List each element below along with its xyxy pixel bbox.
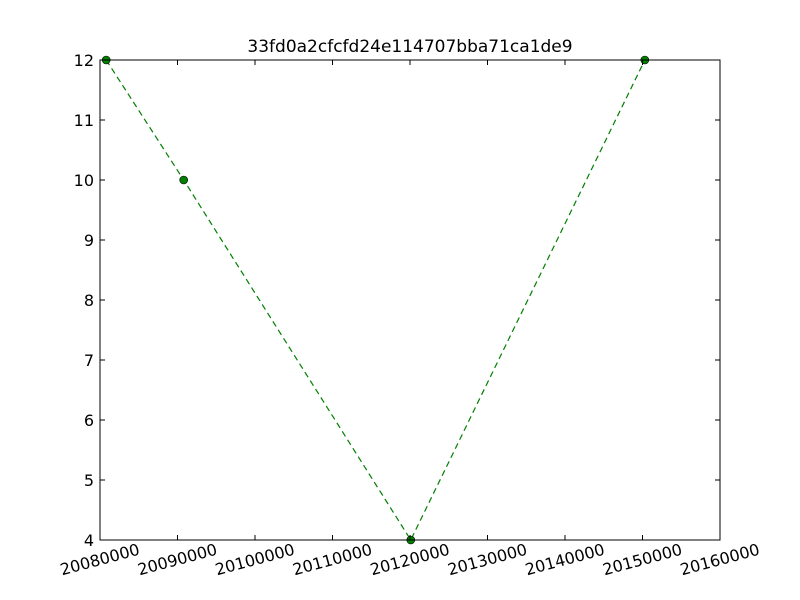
y-axis-tick-labels: 4 5 6 7 8 9 10 11 12 xyxy=(74,51,94,550)
series-line xyxy=(105,59,646,542)
y-tick-label: 9 xyxy=(84,231,94,250)
y-tick-label: 11 xyxy=(74,111,94,130)
y-tick-label: 10 xyxy=(74,171,94,190)
y-tick-label: 7 xyxy=(84,351,94,370)
y-tick-label: 8 xyxy=(84,291,94,310)
plot-area xyxy=(99,55,721,545)
data-point xyxy=(179,175,188,185)
y-tick-label: 5 xyxy=(84,471,94,490)
plot-frame xyxy=(99,59,721,541)
y-tick-label: 4 xyxy=(84,531,94,550)
y-tick-label: 12 xyxy=(74,51,94,70)
chart-title: 33fd0a2cfcfd24e114707bba71ca1de9 xyxy=(247,37,572,57)
y-tick-label: 6 xyxy=(84,411,94,430)
